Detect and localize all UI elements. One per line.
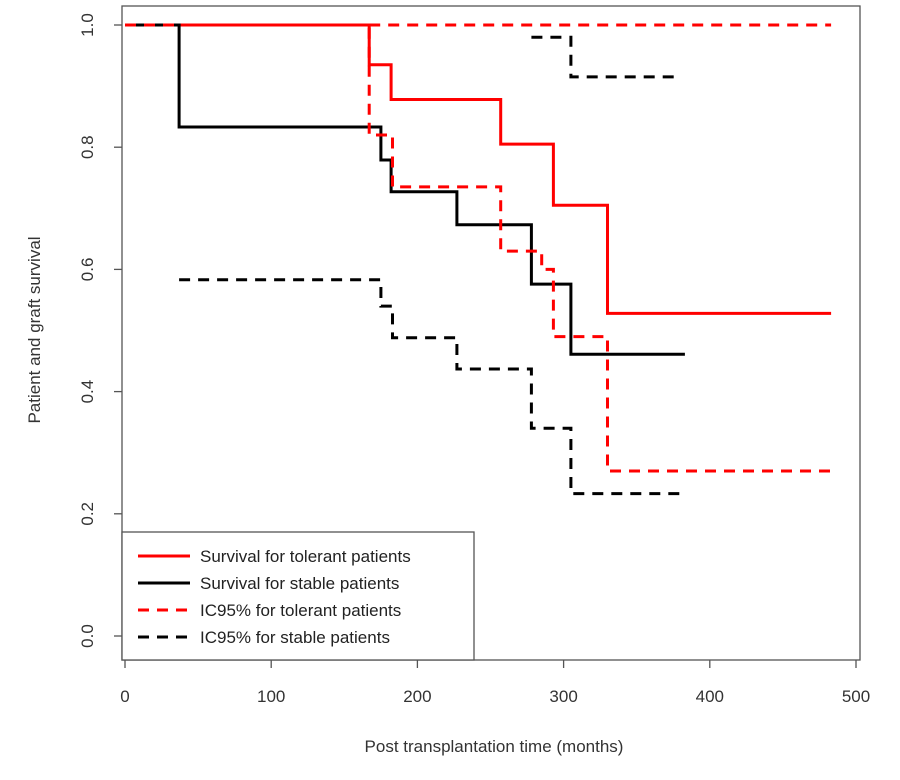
x-tick-label: 100 bbox=[257, 687, 285, 706]
x-tick-label: 200 bbox=[403, 687, 431, 706]
series-line-solid bbox=[125, 23, 685, 356]
y-tick-label: 0.0 bbox=[78, 624, 97, 648]
series-line-dashed bbox=[179, 278, 685, 496]
y-tick-label: 0.8 bbox=[78, 135, 97, 159]
plot-frame bbox=[121, 5, 861, 661]
x-axis-label: Post transplantation time (months) bbox=[365, 737, 624, 756]
legend-label: Survival for stable patients bbox=[200, 574, 399, 593]
y-tick-label: 0.4 bbox=[78, 380, 97, 404]
series-line-solid bbox=[125, 23, 832, 315]
y-tick-label: 1.0 bbox=[78, 13, 97, 37]
series-line-dashed bbox=[531, 35, 681, 79]
legend-box bbox=[121, 531, 475, 661]
x-tick-label: 300 bbox=[549, 687, 577, 706]
x-tick-label: 0 bbox=[120, 687, 129, 706]
y-axis-label: Patient and graft survival bbox=[25, 236, 44, 423]
x-tick-label: 400 bbox=[696, 687, 724, 706]
chart-axes: 0 100 200 300 400 500 0.0 0.2 0.4 0.6 0.8 1.0 Post t… bbox=[25, 5, 870, 756]
legend-label: Survival for tolerant patients bbox=[200, 547, 411, 566]
legend-label: IC95% for tolerant patients bbox=[200, 601, 401, 620]
series-line-dashed bbox=[125, 23, 832, 473]
y-tick-label: 0.2 bbox=[78, 502, 97, 526]
chart-legend: Survival for tolerant patients Survival f… bbox=[121, 531, 475, 661]
legend-label: IC95% for stable patients bbox=[200, 628, 390, 647]
chart-series bbox=[125, 23, 832, 496]
y-tick-label: 0.6 bbox=[78, 258, 97, 282]
x-tick-label: 500 bbox=[842, 687, 870, 706]
